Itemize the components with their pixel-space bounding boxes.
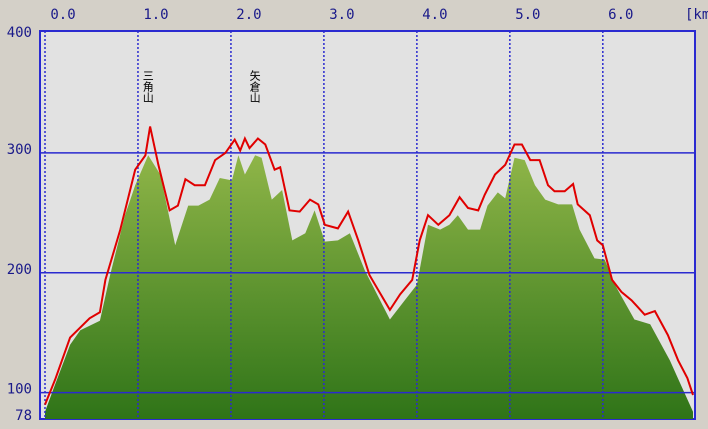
peak-label: 矢倉山 (248, 69, 261, 103)
y-tick-label: 400 (7, 25, 32, 41)
x-tick-label: 3.0 (329, 7, 354, 23)
y-tick-label: 100 (7, 382, 32, 398)
x-axis-label: [km (685, 7, 708, 23)
route-line (44, 126, 694, 405)
x-tick-label: 2.0 (236, 7, 261, 23)
y-tick-label: 300 (7, 142, 32, 158)
x-tick-label: 4.0 (422, 7, 447, 23)
x-tick-label: 1.0 (143, 7, 168, 23)
y-tick-label: 78 (15, 408, 32, 424)
peak-label: 三角山 (141, 70, 154, 103)
x-tick-label: 6.0 (608, 7, 633, 23)
x-tick-label: 5.0 (515, 7, 540, 23)
x-tick-label: 0.0 (50, 7, 75, 23)
y-tick-label: 200 (7, 262, 32, 278)
terrain-area (45, 155, 693, 420)
